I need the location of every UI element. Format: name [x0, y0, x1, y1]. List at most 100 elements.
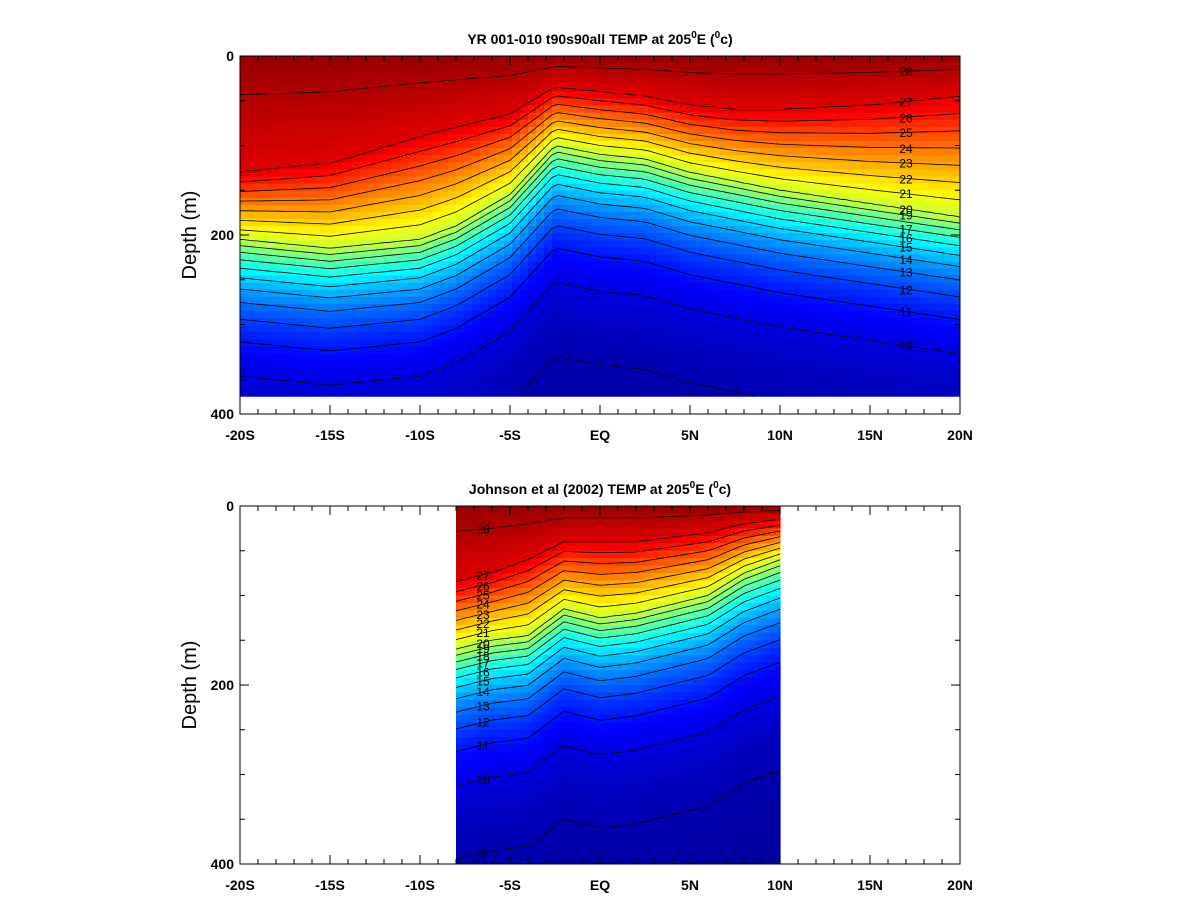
- temperature-cell: [872, 226, 881, 234]
- temperature-cell: [712, 126, 721, 135]
- temperature-cell: [832, 346, 841, 355]
- temperature-cell: [920, 353, 929, 362]
- temperature-cell: [474, 565, 479, 574]
- temperature-cell: [484, 550, 489, 559]
- temperature-cell: [680, 162, 689, 170]
- temperature-cell: [288, 346, 297, 355]
- temperature-cell: [696, 112, 705, 121]
- temperature-cell: [768, 226, 777, 234]
- temperature-cell: [720, 169, 729, 178]
- temperature-cell: [784, 318, 793, 326]
- temperature-cell: [472, 311, 481, 319]
- temperature-cell: [912, 303, 921, 312]
- temperature-cell: [512, 176, 521, 185]
- temperature-cell: [272, 126, 281, 135]
- temperature-cell: [600, 346, 609, 355]
- temperature-cell: [368, 119, 377, 128]
- temperature-cell: [456, 268, 465, 277]
- temperature-cell: [336, 360, 345, 369]
- temperature-cell: [880, 353, 889, 362]
- temperature-cell: [466, 729, 471, 738]
- temperature-cell: [808, 63, 817, 71]
- temperature-cell: [464, 254, 473, 263]
- temperature-cell: [944, 169, 953, 178]
- temperature-cell: [312, 148, 321, 156]
- temperature-cell: [872, 254, 881, 263]
- temperature-cell: [624, 254, 633, 263]
- temperature-cell: [456, 647, 461, 656]
- temperature-cell: [824, 360, 833, 369]
- temperature-cell: [304, 254, 313, 263]
- temperature-cell: [800, 84, 809, 93]
- temperature-cell: [472, 275, 481, 284]
- temperature-cell: [492, 543, 497, 552]
- temperature-cell: [872, 247, 881, 255]
- temperature-cell: [336, 98, 345, 107]
- temperature-cell: [664, 155, 673, 163]
- temperature-cell: [760, 91, 769, 100]
- temperature-cell: [800, 275, 809, 284]
- temperature-cell: [632, 70, 641, 78]
- temperature-cell: [816, 346, 825, 355]
- temperature-cell: [512, 268, 521, 277]
- temperature-cell: [800, 289, 809, 298]
- temperature-cell: [752, 218, 761, 227]
- temperature-cell: [456, 332, 465, 341]
- temperature-cell: [656, 211, 665, 220]
- temperature-cell: [492, 685, 497, 694]
- temperature-cell: [832, 63, 841, 71]
- temperature-cell: [928, 332, 937, 341]
- temperature-cell: [616, 197, 625, 206]
- temperature-cell: [459, 759, 464, 768]
- temperature-cell: [680, 218, 689, 227]
- temperature-cell: [496, 247, 505, 255]
- temperature-cell: [704, 318, 713, 326]
- temperature-cell: [696, 247, 705, 255]
- temperature-cell: [560, 233, 569, 241]
- temperature-cell: [256, 240, 265, 248]
- temperature-cell: [768, 360, 777, 369]
- temperature-cell: [712, 268, 721, 277]
- temperature-cell: [280, 63, 289, 71]
- temperature-cell: [416, 112, 425, 121]
- temperature-cell: [656, 367, 665, 376]
- temperature-cell: [944, 367, 953, 376]
- temperature-cell: [720, 367, 729, 376]
- temperature-cell: [376, 176, 385, 185]
- temperature-cell: [816, 77, 825, 85]
- temperature-cell: [264, 311, 273, 319]
- temperature-cell: [536, 247, 545, 255]
- temperature-cell: [816, 360, 825, 369]
- temperature-cell: [481, 811, 486, 820]
- temperature-cell: [320, 133, 329, 142]
- temperature-cell: [952, 211, 960, 220]
- temperature-cell: [664, 268, 673, 277]
- temperature-cell: [912, 275, 921, 284]
- temperature-cell: [872, 133, 881, 142]
- temperature-cell: [352, 240, 361, 248]
- temperature-cell: [240, 311, 249, 319]
- temperature-cell: [888, 389, 897, 397]
- temperature-cell: [536, 98, 545, 107]
- temperature-cell: [368, 84, 377, 93]
- temperature-cell: [480, 70, 489, 78]
- temperature-cell: [872, 268, 881, 277]
- temperature-cell: [463, 677, 468, 686]
- temperature-cell: [336, 155, 345, 163]
- temperature-cell: [448, 303, 457, 312]
- temperature-cell: [477, 789, 482, 798]
- temperature-cell: [456, 84, 465, 93]
- temperature-cell: [840, 119, 849, 128]
- temperature-cell: [944, 360, 953, 369]
- temperature-cell: [936, 325, 945, 333]
- temperature-cell: [328, 303, 337, 312]
- temperature-cell: [488, 367, 497, 376]
- temperature-cell: [344, 77, 353, 85]
- temperature-cell: [664, 282, 673, 291]
- contour-label: 10: [899, 339, 913, 353]
- temperature-cell: [368, 389, 377, 397]
- temperature-cell: [824, 282, 833, 291]
- temperature-cell: [463, 535, 468, 544]
- temperature-cell: [888, 133, 897, 142]
- temperature-cell: [280, 389, 289, 397]
